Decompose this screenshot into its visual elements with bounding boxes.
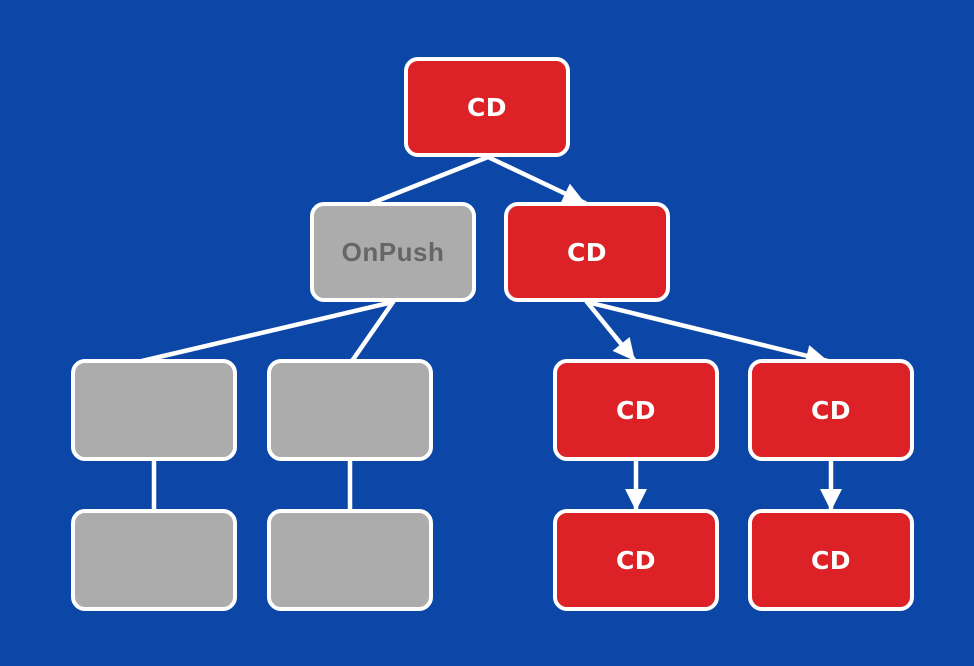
node-right-bottom-2: CD (748, 509, 914, 611)
node-right-leaf-2: CD (748, 359, 914, 461)
node-left-leaf-1 (71, 359, 237, 461)
edge-left-child-to-left-leaf-1 (142, 302, 393, 361)
node-left-bottom-1 (71, 509, 237, 611)
edge-right-leaf-2-to-bottom-arrowhead-icon (820, 489, 842, 511)
edge-right-leaf-1-to-bottom-arrowhead-icon (625, 489, 647, 511)
node-right-child: CD (504, 202, 670, 302)
edge-root-to-left-child (372, 157, 488, 203)
node-right-leaf-1: CD (553, 359, 719, 461)
node-left-bottom-2 (267, 509, 433, 611)
node-right-bottom-1: CD (553, 509, 719, 611)
node-root: CD (404, 57, 570, 157)
node-left-child-onpush: OnPush (310, 202, 476, 302)
node-left-leaf-2 (267, 359, 433, 461)
